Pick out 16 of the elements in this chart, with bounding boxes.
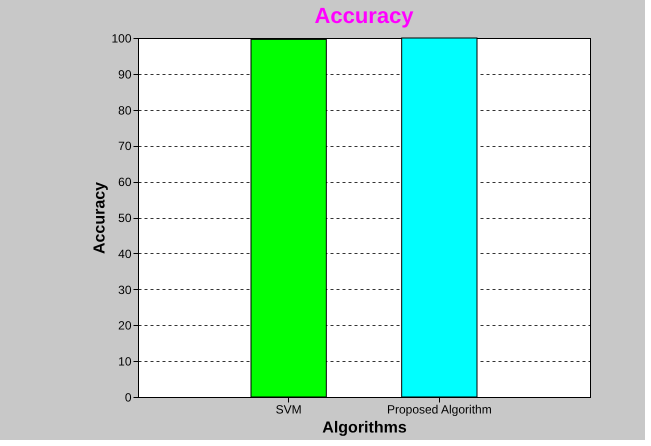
y-tick-label: 100 [111, 32, 132, 46]
y-tick-label: 70 [118, 139, 132, 154]
y-tick-label: 80 [118, 103, 132, 118]
y-tick-label: 10 [118, 354, 132, 369]
y-tick-label: 30 [118, 282, 132, 297]
x-tick-label: SVM [276, 402, 302, 416]
y-tick-label: 50 [118, 211, 132, 225]
y-tick-label: 0 [124, 390, 132, 404]
x-tick-label: Proposed Algorithm [386, 402, 492, 416]
y-tick-label: 40 [118, 246, 132, 261]
x-axis-title: Algorithms [322, 420, 407, 436]
y-tick-label: 60 [118, 175, 132, 190]
chart-title: Accuracy [314, 3, 414, 28]
y-tick-label: 20 [118, 318, 132, 333]
y-axis-title: Accuracy [91, 182, 108, 254]
y-tick-label: 90 [118, 67, 132, 82]
